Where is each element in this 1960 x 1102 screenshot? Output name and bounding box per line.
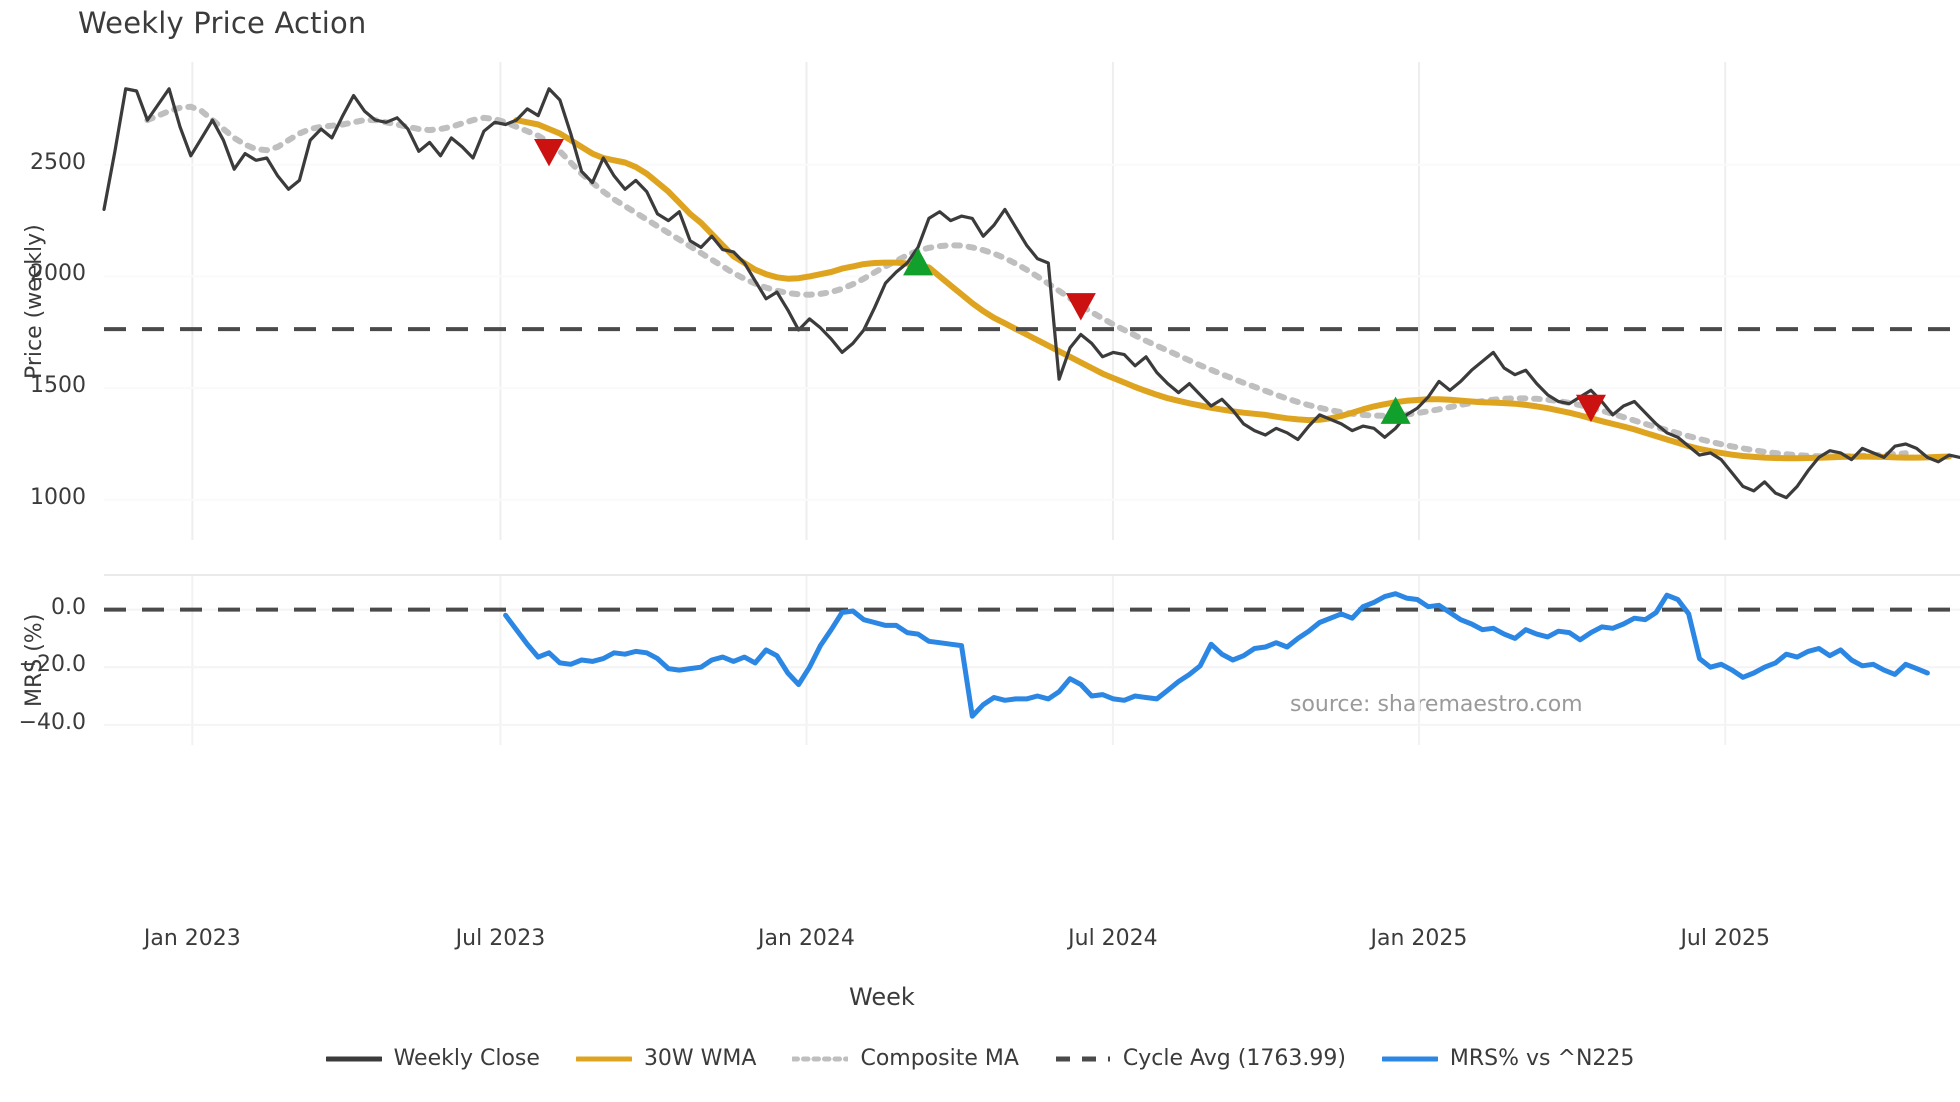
x-tick: Jul 2023 — [455, 926, 546, 951]
legend-key-line — [792, 1056, 849, 1061]
legend-key-line — [325, 1056, 382, 1061]
buy-marker-triangle-up[interactable] — [903, 248, 934, 276]
legend-key-line — [575, 1056, 632, 1061]
x-tick: Jan 2023 — [143, 926, 241, 951]
legend-label: Composite MA — [860, 1046, 1019, 1071]
series-composite-ma — [144, 103, 1909, 460]
legend-label: 30W WMA — [643, 1046, 757, 1071]
price-y-tick: 2500 — [30, 149, 86, 175]
legend-item-2[interactable]: 30W WMA — [575, 1046, 757, 1071]
x-tick: Jul 2025 — [1680, 926, 1770, 951]
mrs-y-tick: −40.0 — [18, 709, 86, 735]
legend-item-3[interactable]: Composite MA — [792, 1046, 1019, 1071]
legend-key-line — [1381, 1056, 1438, 1061]
chart-legend: Weekly Close 30W WMA Composite MA Cycle Avg… — [0, 1046, 1960, 1071]
legend-item-4[interactable]: Cycle Avg (1763.99) — [1055, 1046, 1346, 1071]
x-tick: Jan 2024 — [758, 926, 855, 951]
mrs-y-tick: 0.0 — [51, 594, 86, 620]
sell-marker-triangle-down[interactable] — [1065, 293, 1096, 321]
legend-item-5[interactable]: MRS% vs ^N225 — [1381, 1046, 1635, 1071]
chart-title: Weekly Price Action — [78, 6, 367, 40]
sell-marker-triangle-down[interactable] — [1575, 394, 1606, 423]
buy-marker-triangle-up[interactable] — [1380, 396, 1411, 424]
legend-label: Cycle Avg (1763.99) — [1122, 1046, 1346, 1071]
sell-marker-triangle-down[interactable] — [534, 139, 565, 167]
legend-label: Weekly Close — [393, 1046, 540, 1071]
source-watermark: source: sharemaestro.com — [1290, 692, 1583, 717]
x-axis-label: Week — [849, 983, 915, 1011]
mrs-y-tick: −20.0 — [18, 652, 86, 678]
legend-item-1[interactable]: Weekly Close — [325, 1046, 540, 1071]
legend-label: MRS% vs ^N225 — [1449, 1046, 1635, 1071]
series-30w-wma — [513, 117, 1953, 462]
series-mrs-pct — [503, 591, 1930, 719]
series-weekly-close — [102, 87, 1960, 500]
price-y-tick: 1000 — [30, 484, 86, 510]
price-y-tick: 1500 — [30, 373, 86, 399]
x-tick: Jul 2024 — [1068, 926, 1158, 951]
x-tick: Jan 2025 — [1370, 926, 1468, 951]
price-y-tick: 2000 — [30, 261, 86, 287]
legend-key-line — [1055, 1056, 1110, 1061]
